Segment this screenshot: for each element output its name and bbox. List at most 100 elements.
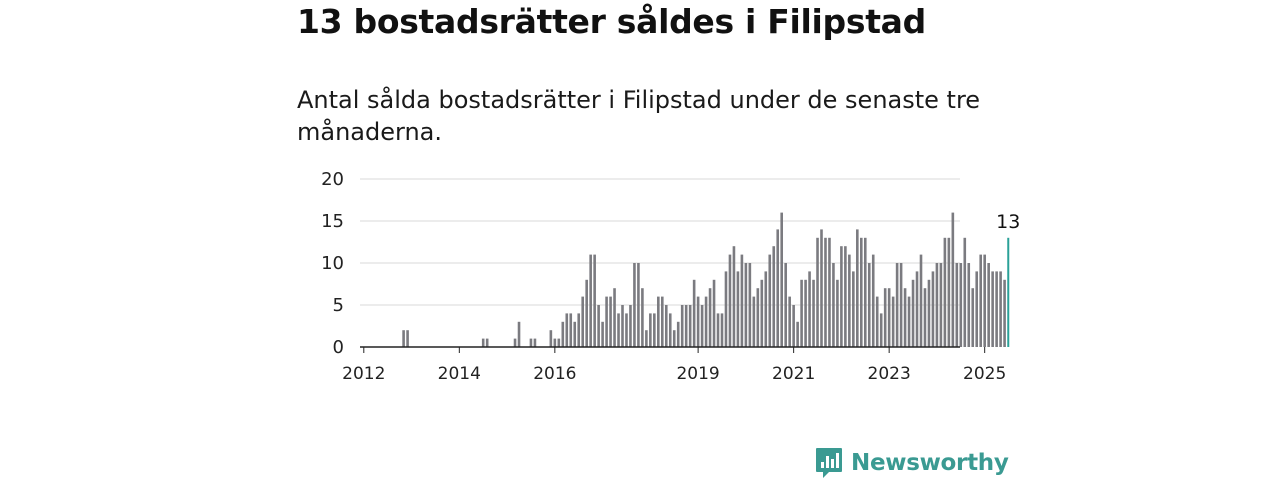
bar — [601, 321, 604, 347]
x-tick-label: 2014 — [438, 364, 481, 384]
bar — [824, 237, 827, 347]
bar — [772, 246, 776, 347]
bar — [871, 254, 875, 347]
bar — [676, 321, 680, 347]
bar — [808, 271, 811, 347]
bar — [728, 254, 732, 347]
bar — [732, 246, 736, 347]
bar-highlight — [1007, 237, 1010, 347]
bar — [517, 321, 521, 347]
x-tick-label: 2016 — [533, 364, 576, 384]
bar — [836, 279, 839, 347]
bar — [485, 338, 489, 347]
bar — [800, 279, 803, 347]
bar — [533, 338, 537, 347]
bar — [828, 237, 831, 347]
bar — [668, 313, 672, 347]
bar — [672, 330, 676, 347]
chart-subtitle: Antal sålda bostadsrätter i Filipstad un… — [297, 86, 981, 146]
bar — [883, 288, 887, 347]
bar — [895, 263, 899, 347]
bar — [617, 313, 620, 347]
bar — [688, 305, 692, 347]
bar — [581, 296, 584, 347]
bar — [816, 237, 819, 347]
bar — [549, 330, 553, 347]
bar — [975, 271, 979, 347]
bar — [788, 296, 791, 347]
bar — [792, 305, 795, 347]
bar — [951, 212, 955, 347]
y-axis-ticks: 0 5 10 15 20 — [321, 169, 344, 358]
bar-series — [402, 212, 1010, 347]
bar — [633, 263, 636, 347]
bar — [860, 237, 863, 347]
bar — [661, 296, 664, 347]
bar — [903, 288, 907, 347]
bar — [812, 279, 815, 347]
x-axis-ticks: 2012 2014 2016 2019 2021 2023 2025 — [342, 347, 1006, 384]
bar — [700, 305, 704, 347]
bar — [645, 330, 648, 347]
bar — [959, 263, 963, 347]
bar — [776, 229, 780, 347]
bar — [832, 263, 835, 347]
bar — [848, 254, 851, 347]
bar — [577, 313, 581, 347]
bar — [879, 313, 883, 347]
bar — [704, 296, 708, 347]
bar — [947, 237, 951, 347]
chart-bubble-icon — [816, 448, 842, 478]
bar — [911, 279, 915, 347]
bar — [406, 330, 409, 347]
bar — [760, 279, 764, 347]
bar — [716, 313, 720, 347]
bar — [919, 254, 923, 347]
bar — [629, 305, 632, 347]
bar — [553, 338, 557, 347]
bar — [752, 296, 756, 347]
bar — [529, 338, 533, 347]
bar — [875, 296, 879, 347]
highlight-value-label: 13 — [996, 211, 1020, 233]
bar — [657, 296, 660, 347]
bar — [597, 305, 600, 347]
y-tick-label: 20 — [321, 169, 344, 190]
bar — [561, 321, 565, 347]
bar — [740, 254, 744, 347]
bar — [963, 237, 967, 347]
bar — [852, 271, 855, 347]
x-tick-label: 2025 — [963, 364, 1006, 384]
bar — [573, 321, 577, 347]
bar — [720, 313, 724, 347]
bar — [585, 279, 588, 347]
bar — [935, 263, 939, 347]
bar — [899, 263, 903, 347]
bar — [764, 271, 768, 347]
bar — [887, 288, 891, 347]
bar — [995, 271, 998, 347]
bar — [999, 271, 1002, 347]
bar-chart: 0 5 10 15 20 2012 2014 2016 2019 2021 2023 2025 13 — [321, 169, 1020, 384]
bar — [979, 254, 982, 347]
bar — [804, 279, 807, 347]
bar — [696, 296, 700, 347]
bar — [907, 296, 911, 347]
bar — [1003, 279, 1006, 347]
bar — [863, 237, 867, 347]
bar — [939, 263, 943, 347]
bar — [927, 279, 931, 347]
bar — [820, 229, 823, 347]
bar — [637, 263, 640, 347]
bar — [844, 246, 847, 347]
brand-name: Newsworthy — [851, 450, 1009, 476]
bar — [971, 288, 975, 347]
bar — [680, 305, 684, 347]
bar — [931, 271, 935, 347]
bar — [780, 212, 783, 347]
bar — [641, 288, 644, 347]
bar — [569, 313, 573, 347]
y-tick-label: 10 — [321, 253, 344, 274]
bar — [991, 271, 994, 347]
bar — [756, 288, 760, 347]
